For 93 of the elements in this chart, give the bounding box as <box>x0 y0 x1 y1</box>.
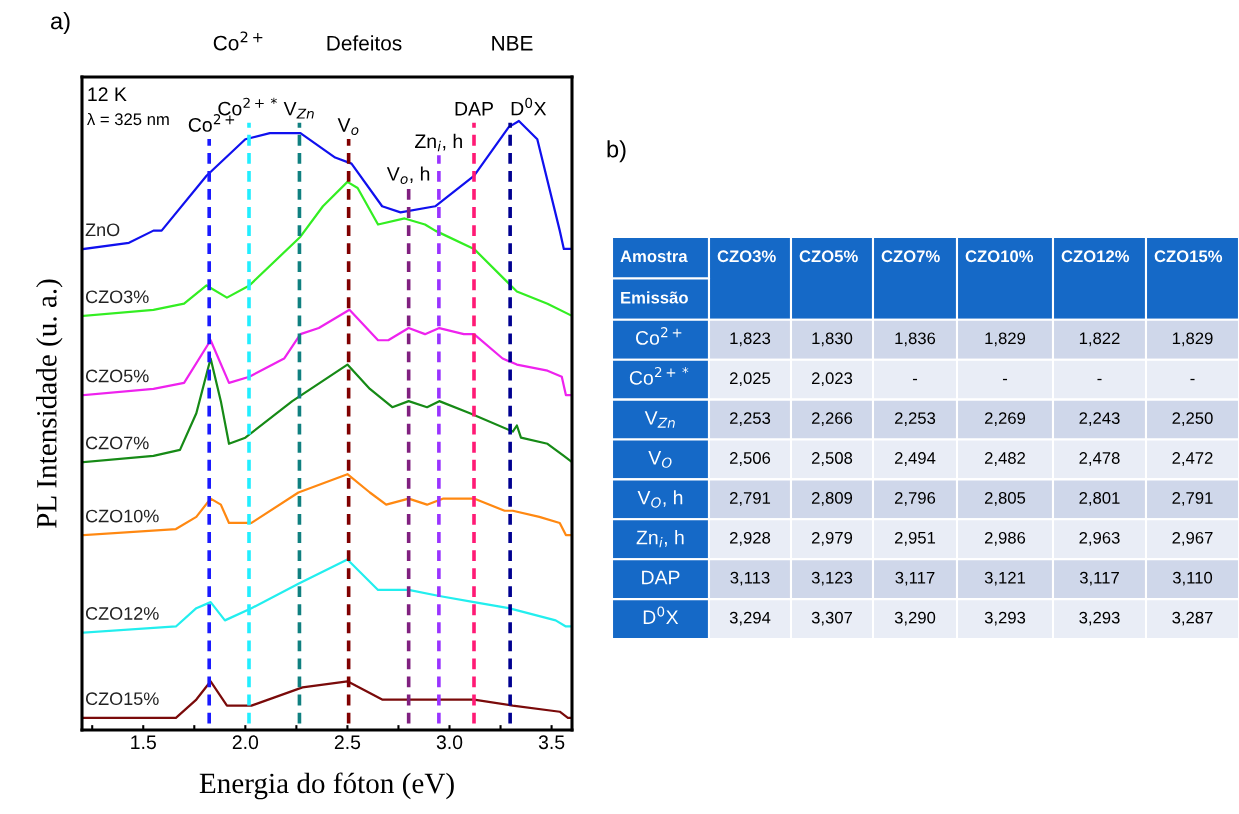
x-tick-label: 3.0 <box>436 735 463 750</box>
text: 2,482 <box>984 452 1026 466</box>
text: 2,951 <box>894 531 936 546</box>
text: 2,025 <box>729 372 771 387</box>
text: 1,823 <box>730 332 771 347</box>
text: 3,290 <box>894 611 936 626</box>
text: 2,506 <box>729 452 771 466</box>
text: 3,110 <box>1172 571 1213 586</box>
text: Defeitos <box>327 35 402 51</box>
category-label: CZO10% <box>965 250 1034 263</box>
text: 2,809 <box>811 492 853 506</box>
text: 3,294 <box>729 611 771 626</box>
text: 2,023 <box>811 372 853 387</box>
y-axis-title: PL Intensidade (u. a.) <box>36 279 63 529</box>
text: 2,963 <box>1079 531 1120 546</box>
text: 2,791 <box>729 492 771 506</box>
text: 12 K <box>88 87 127 101</box>
ref-line-label: V$_{o}$ <box>337 118 359 136</box>
text: 2,266 <box>811 412 853 426</box>
category-label: Co$^{2+}$ <box>636 327 682 345</box>
series-label: CZO7% <box>85 436 149 450</box>
text: 1,836 <box>895 332 936 347</box>
x-tick-label: 2.0 <box>232 735 259 750</box>
category-label: Zn$_{i}$, h <box>636 530 684 548</box>
text: 2,928 <box>729 531 771 546</box>
category-label: Co$^{2+*}$ <box>629 366 689 385</box>
text: 2,967 <box>1172 531 1213 546</box>
text: b) <box>607 140 626 163</box>
text: 2,243 <box>1079 412 1120 426</box>
text: 3,113 <box>730 571 770 586</box>
text: 2,478 <box>1079 452 1120 466</box>
category-label: D$^{0}$X <box>643 606 679 624</box>
x-axis-title: Energia do fóton (eV) <box>199 772 454 800</box>
x-tick-label: 3.5 <box>538 735 565 750</box>
text: 3,293 <box>1079 611 1120 626</box>
ref-line-label: Co$^{2+}$ <box>188 114 235 132</box>
ref-line-label: Co$^{2+*}$ <box>218 97 277 116</box>
ref-line-label: V$_{Zn}$ <box>283 101 314 119</box>
text: 2,979 <box>811 531 853 546</box>
category-label: V$_{Zn}$ <box>644 411 675 428</box>
text: 3,307 <box>811 611 853 626</box>
text: 1,829 <box>1172 332 1213 347</box>
series-label: CZO5% <box>85 369 149 383</box>
series-label: ZnO <box>85 223 120 237</box>
text: 3,121 <box>984 571 1026 586</box>
text: 2,253 <box>894 412 936 426</box>
text: - <box>1190 378 1195 381</box>
text: 1,829 <box>985 332 1026 347</box>
category-label: V$_{O}$, h <box>637 490 683 508</box>
text: - <box>1097 378 1102 381</box>
text: 2,253 <box>729 412 771 426</box>
text: - <box>912 378 918 381</box>
category-label: V$_{O}$ <box>648 451 672 468</box>
ref-line-label: D$^{0}$X <box>511 97 547 116</box>
text: 3,287 <box>1172 611 1213 626</box>
text: 1,830 <box>812 332 853 347</box>
text: 2,801 <box>1079 492 1120 506</box>
text: 2,508 <box>811 452 853 466</box>
text: NBE <box>492 36 533 51</box>
category-label: DAP <box>642 570 680 585</box>
text: 2,472 <box>1172 452 1213 466</box>
ref-line-label: V$_{o}$, h <box>386 166 430 184</box>
text: 3,117 <box>1079 571 1119 586</box>
text: 3,123 <box>811 571 853 586</box>
text: 2,494 <box>894 452 936 466</box>
text: 3,293 <box>984 611 1026 626</box>
x-tick-label: 1.5 <box>131 735 156 750</box>
annotation: λ = 325 nm <box>87 112 169 126</box>
category-label: CZO5% <box>799 250 858 263</box>
chart-title: a) <box>51 12 70 34</box>
text: 2,791 <box>1172 492 1213 506</box>
ref-line-label: Zn$_{i}$, h <box>415 133 462 152</box>
category-label: CZO7% <box>881 250 940 263</box>
text: Co$^{2+}$ <box>213 31 263 51</box>
series-label: CZO10% <box>85 509 159 523</box>
text: 2,796 <box>894 492 936 506</box>
text: 2,250 <box>1172 412 1213 426</box>
category-label: CZO12% <box>1061 250 1130 263</box>
text: 3,117 <box>895 571 935 586</box>
text: 1,822 <box>1079 332 1120 347</box>
x-tick-label: 2.5 <box>334 735 361 750</box>
category-label: CZO15% <box>1154 250 1223 263</box>
text: Amostra <box>620 250 688 263</box>
text: 2,805 <box>984 492 1026 506</box>
series-label: CZO3% <box>85 290 149 304</box>
category-label: CZO3% <box>717 250 776 263</box>
text: 2,269 <box>984 412 1026 426</box>
ref-line-label: DAP <box>455 102 493 116</box>
series-label: CZO15% <box>85 692 159 706</box>
series-label: CZO12% <box>85 607 159 620</box>
text: - <box>1002 378 1008 381</box>
text: Emissão <box>621 291 688 304</box>
text: 2,986 <box>984 531 1026 546</box>
